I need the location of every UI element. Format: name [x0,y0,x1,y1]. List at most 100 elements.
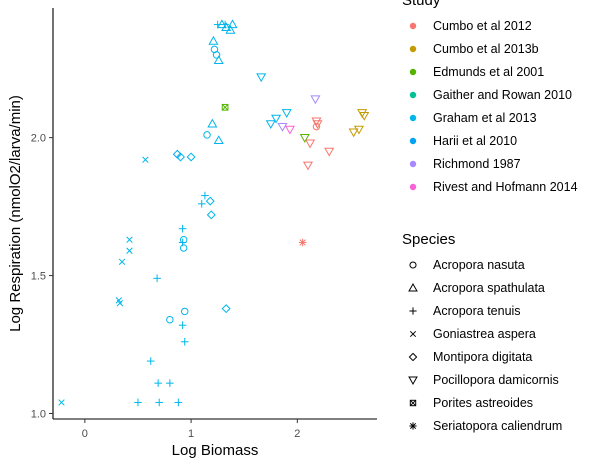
legend-study-item: Cumbo et al 2013b [409,42,539,56]
legend-study-item: Edmunds et al 2001 [409,65,544,79]
legend-color-key [409,137,417,145]
legend-species-item: Seriatopora caliendrum [409,419,562,433]
data-point [205,196,215,206]
data-point [155,398,164,407]
data-point [153,274,161,283]
legend-color-key [409,160,417,168]
legend-color-key [409,91,417,99]
data-point [256,73,267,83]
legend-shape-key [409,422,417,430]
legend-study-label: Rivest and Hofmann 2014 [433,180,578,194]
legend-shape-key [408,352,418,362]
data-point [154,379,162,387]
legend-species-item: Porites astreoides [409,396,533,410]
data-point [324,147,335,157]
legend-species-label: Montipora digitata [433,350,532,364]
data-point [213,55,224,65]
x-ticks: 0 1 2 [82,419,300,440]
data-point [277,122,288,132]
data-point [142,156,149,163]
legend-species-item: Acropora tenuis [409,304,521,318]
data-point [299,134,310,143]
data-point [348,128,359,138]
legend-study-item: Graham et al 2013 [409,111,537,125]
legend-study-title: Study [402,0,441,9]
legend-species-item: Goniastrea aspera [409,327,536,341]
data-point [312,120,323,130]
data-point [166,379,174,387]
data-point [146,357,155,365]
data-point [201,191,209,200]
x-tick-label: 0 [82,428,88,440]
legend-color-key [409,114,417,122]
data-point [302,161,313,171]
data-point [134,398,142,407]
legend-color-key [409,68,417,76]
legend-study: Study Cumbo et al 2012 Cumbo et al 2013b E… [402,0,578,194]
y-axis-title: Log Respiration (nmolO2/larva/min) [7,95,24,332]
legend-study-item: Gaither and Rowan 2010 [409,88,572,102]
y-tick-label: 1.0 [31,408,46,420]
data-point [221,304,231,314]
x-axis-title: Log Biomass [172,442,259,459]
data-point [265,120,276,130]
data-point [284,125,295,135]
x-tick-label: 2 [294,428,300,440]
legend-study-label: Gaither and Rowan 2010 [433,88,572,102]
legend-color-key [409,45,417,53]
data-point [221,103,229,111]
data-point [203,131,211,139]
data-point [179,244,188,252]
data-point [208,35,219,45]
data-point [126,236,133,243]
legend-species-label: Porites astreoides [433,396,533,410]
legend-study-label: Cumbo et al 2012 [433,19,532,33]
legend-species-label: Pocillopora damicornis [433,373,559,387]
plot-area [58,19,370,407]
data-point [175,152,185,162]
data-point [312,122,321,131]
data-point [116,299,124,307]
legend-species-item: Montipora digitata [408,350,532,364]
data-point [179,235,188,244]
data-point [118,258,126,265]
legend-study-label: Cumbo et al 2013b [433,42,539,56]
data-point [221,22,232,31]
data-point [225,24,236,34]
legend-study-item: Rivest and Hofmann 2014 [409,180,578,194]
data-point [180,337,189,346]
legend-shape-key [409,330,417,338]
legend-species-label: Seriatopora caliendrum [433,419,562,433]
legend-study-item: Harii et al 2010 [409,134,517,148]
data-point [207,118,218,128]
data-point [178,321,187,330]
data-point [216,19,227,29]
data-point [227,19,238,29]
data-point [166,315,174,324]
legend-study-label: Richmond 1987 [433,157,521,171]
legend-study-item: Cumbo et al 2012 [409,19,532,33]
y-tick-label: 1.5 [31,271,46,283]
legend-shape-key [409,307,417,315]
data-point [126,247,133,254]
data-point [213,135,224,145]
data-point [359,111,370,121]
legend-species-label: Goniastrea aspera [433,327,536,341]
legend-species-item: Acropora nasuta [409,258,525,272]
data-point [186,152,196,162]
data-point [58,399,65,406]
y-ticks: 1.0 1.5 2.0 [31,133,53,420]
data-point [212,51,221,59]
legend-species-label: Acropora nasuta [433,258,525,272]
data-point [197,200,206,208]
data-point [298,238,307,247]
legend-shape-key [409,399,417,407]
legend-species-label: Acropora spathulata [433,281,545,295]
legend-color-key [409,183,417,191]
legend-study-item: Richmond 1987 [409,157,521,171]
axes: 0 1 2 1.0 1.5 2.0 [31,8,377,440]
data-point [305,139,316,149]
legend-shape-key [408,376,418,385]
data-point [180,307,189,316]
legend-species-label: Acropora tenuis [433,304,521,318]
